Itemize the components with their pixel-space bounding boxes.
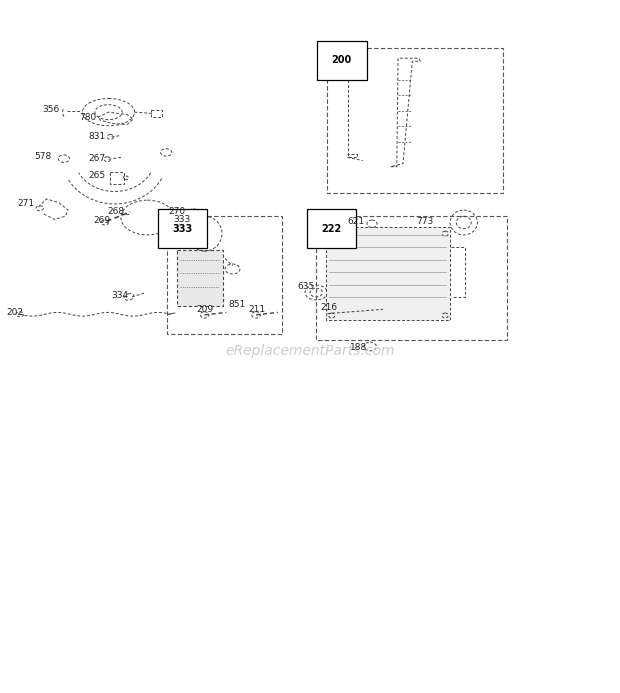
Text: 851: 851	[228, 300, 246, 309]
Bar	[151, 109, 162, 117]
Text: 200: 200	[332, 55, 352, 65]
Text: 202: 202	[6, 308, 23, 317]
Bar	[177, 250, 223, 306]
Text: 209: 209	[196, 305, 213, 314]
Bar	[326, 227, 450, 320]
Text: 268: 268	[107, 207, 125, 216]
Text: 780: 780	[79, 112, 97, 121]
Text: 831: 831	[89, 132, 106, 141]
Text: 333: 333	[172, 224, 193, 234]
Text: 333: 333	[174, 215, 191, 224]
Text: 188: 188	[350, 343, 368, 352]
Text: 267: 267	[89, 154, 106, 163]
Bar	[110, 172, 124, 184]
Text: 635: 635	[298, 282, 315, 291]
Text: 270: 270	[169, 207, 186, 216]
Text: 334: 334	[112, 290, 129, 299]
Text: 356: 356	[42, 105, 60, 114]
Text: eReplacementParts.com: eReplacementParts.com	[225, 344, 395, 358]
Bar	[167, 216, 282, 334]
Bar	[316, 216, 507, 340]
Text: 216: 216	[320, 303, 337, 312]
Text: 271: 271	[17, 200, 35, 209]
Bar	[327, 48, 503, 193]
Text: 211: 211	[248, 305, 265, 314]
Text: 269: 269	[93, 216, 110, 225]
Text: 578: 578	[34, 152, 51, 161]
Text: 773: 773	[417, 218, 434, 227]
Text: 222: 222	[321, 224, 342, 234]
Text: 621: 621	[347, 218, 365, 227]
Text: 265: 265	[89, 171, 106, 180]
